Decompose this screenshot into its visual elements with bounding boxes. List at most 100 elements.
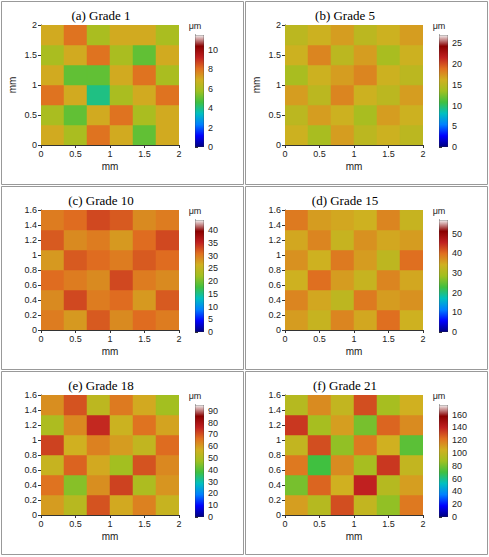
svg-text:1.6: 1.6 xyxy=(24,390,37,400)
svg-text:60: 60 xyxy=(208,441,218,451)
svg-text:0: 0 xyxy=(208,327,213,337)
svg-text:0.2: 0.2 xyxy=(268,310,281,320)
svg-text:1.4: 1.4 xyxy=(24,405,37,415)
svg-text:25: 25 xyxy=(208,263,218,273)
svg-text:0: 0 xyxy=(208,512,213,522)
svg-text:μm: μm xyxy=(189,391,202,401)
svg-text:140: 140 xyxy=(452,422,467,432)
svg-text:0.8: 0.8 xyxy=(268,265,281,275)
svg-text:1.5: 1.5 xyxy=(382,334,395,344)
svg-text:2: 2 xyxy=(176,334,181,344)
svg-text:50: 50 xyxy=(452,229,462,239)
svg-text:2: 2 xyxy=(276,20,281,30)
svg-text:50: 50 xyxy=(208,453,218,463)
svg-text:0.4: 0.4 xyxy=(24,480,37,490)
svg-text:0: 0 xyxy=(276,510,281,520)
svg-text:μm: μm xyxy=(189,21,202,31)
svg-text:90: 90 xyxy=(208,406,218,416)
svg-text:0: 0 xyxy=(38,334,43,344)
svg-text:0.5: 0.5 xyxy=(69,519,82,529)
svg-text:1: 1 xyxy=(32,435,37,445)
svg-text:0: 0 xyxy=(276,325,281,335)
svg-text:2: 2 xyxy=(208,123,213,133)
svg-text:80: 80 xyxy=(208,418,218,428)
svg-text:1: 1 xyxy=(351,149,356,159)
svg-text:1.2: 1.2 xyxy=(24,420,37,430)
svg-text:(d) Grade 15: (d) Grade 15 xyxy=(312,193,378,208)
svg-text:4: 4 xyxy=(208,103,213,113)
svg-text:70: 70 xyxy=(208,429,218,439)
svg-text:mm: mm xyxy=(102,346,119,357)
svg-text:15: 15 xyxy=(208,289,218,299)
svg-text:1.2: 1.2 xyxy=(268,420,281,430)
svg-text:1: 1 xyxy=(32,250,37,260)
svg-text:0.4: 0.4 xyxy=(268,480,281,490)
svg-text:0: 0 xyxy=(276,140,281,150)
svg-text:15: 15 xyxy=(452,80,462,90)
svg-text:0.8: 0.8 xyxy=(24,450,37,460)
svg-text:35: 35 xyxy=(208,238,218,248)
svg-text:2: 2 xyxy=(420,149,425,159)
svg-text:0: 0 xyxy=(452,512,457,522)
svg-text:20: 20 xyxy=(452,499,462,509)
svg-text:1.5: 1.5 xyxy=(24,50,37,60)
svg-text:(f) Grade 21: (f) Grade 21 xyxy=(313,378,377,393)
svg-text:0: 0 xyxy=(32,325,37,335)
svg-text:30: 30 xyxy=(208,477,218,487)
svg-text:(e) Grade 18: (e) Grade 18 xyxy=(68,378,134,393)
svg-text:10: 10 xyxy=(208,45,218,55)
svg-text:0.5: 0.5 xyxy=(69,149,82,159)
svg-text:20: 20 xyxy=(208,488,218,498)
svg-text:μm: μm xyxy=(189,206,202,216)
svg-text:mm: mm xyxy=(346,346,363,357)
svg-text:2: 2 xyxy=(176,149,181,159)
svg-text:0.2: 0.2 xyxy=(24,495,37,505)
svg-text:0: 0 xyxy=(282,519,287,529)
svg-text:0: 0 xyxy=(32,510,37,520)
svg-text:40: 40 xyxy=(208,465,218,475)
svg-text:1.5: 1.5 xyxy=(382,519,395,529)
svg-text:0.5: 0.5 xyxy=(268,110,281,120)
svg-text:1: 1 xyxy=(276,435,281,445)
svg-text:mm: mm xyxy=(251,77,262,94)
svg-text:mm: mm xyxy=(346,161,363,172)
svg-text:2: 2 xyxy=(32,20,37,30)
svg-text:10: 10 xyxy=(452,101,462,111)
svg-text:1.6: 1.6 xyxy=(24,205,37,215)
svg-text:0: 0 xyxy=(282,334,287,344)
svg-text:1: 1 xyxy=(351,334,356,344)
svg-text:mm: mm xyxy=(346,531,363,542)
svg-text:0.2: 0.2 xyxy=(268,495,281,505)
svg-text:1.6: 1.6 xyxy=(268,390,281,400)
svg-text:20: 20 xyxy=(452,288,462,298)
svg-text:μm: μm xyxy=(433,206,446,216)
svg-text:5: 5 xyxy=(452,121,457,131)
svg-text:0.6: 0.6 xyxy=(268,465,281,475)
svg-text:0: 0 xyxy=(38,149,43,159)
svg-text:1.4: 1.4 xyxy=(268,220,281,230)
svg-text:30: 30 xyxy=(452,268,462,278)
svg-text:30: 30 xyxy=(208,251,218,261)
svg-text:10: 10 xyxy=(208,500,218,510)
svg-text:60: 60 xyxy=(452,474,462,484)
svg-text:1.5: 1.5 xyxy=(382,149,395,159)
svg-text:1.2: 1.2 xyxy=(24,235,37,245)
svg-text:0.2: 0.2 xyxy=(24,310,37,320)
svg-text:8: 8 xyxy=(208,64,213,74)
svg-text:0: 0 xyxy=(452,327,457,337)
svg-text:1.5: 1.5 xyxy=(268,50,281,60)
svg-text:1: 1 xyxy=(276,250,281,260)
svg-text:120: 120 xyxy=(452,435,467,445)
svg-text:160: 160 xyxy=(452,410,467,420)
svg-text:10: 10 xyxy=(452,307,462,317)
svg-text:μm: μm xyxy=(433,21,446,31)
svg-text:1.4: 1.4 xyxy=(268,405,281,415)
svg-text:0: 0 xyxy=(208,142,213,152)
svg-text:mm: mm xyxy=(7,77,18,94)
svg-text:1.5: 1.5 xyxy=(138,149,151,159)
svg-text:100: 100 xyxy=(452,448,467,458)
svg-text:20: 20 xyxy=(208,276,218,286)
svg-text:1: 1 xyxy=(32,80,37,90)
svg-text:10: 10 xyxy=(208,302,218,312)
svg-text:25: 25 xyxy=(452,38,462,48)
